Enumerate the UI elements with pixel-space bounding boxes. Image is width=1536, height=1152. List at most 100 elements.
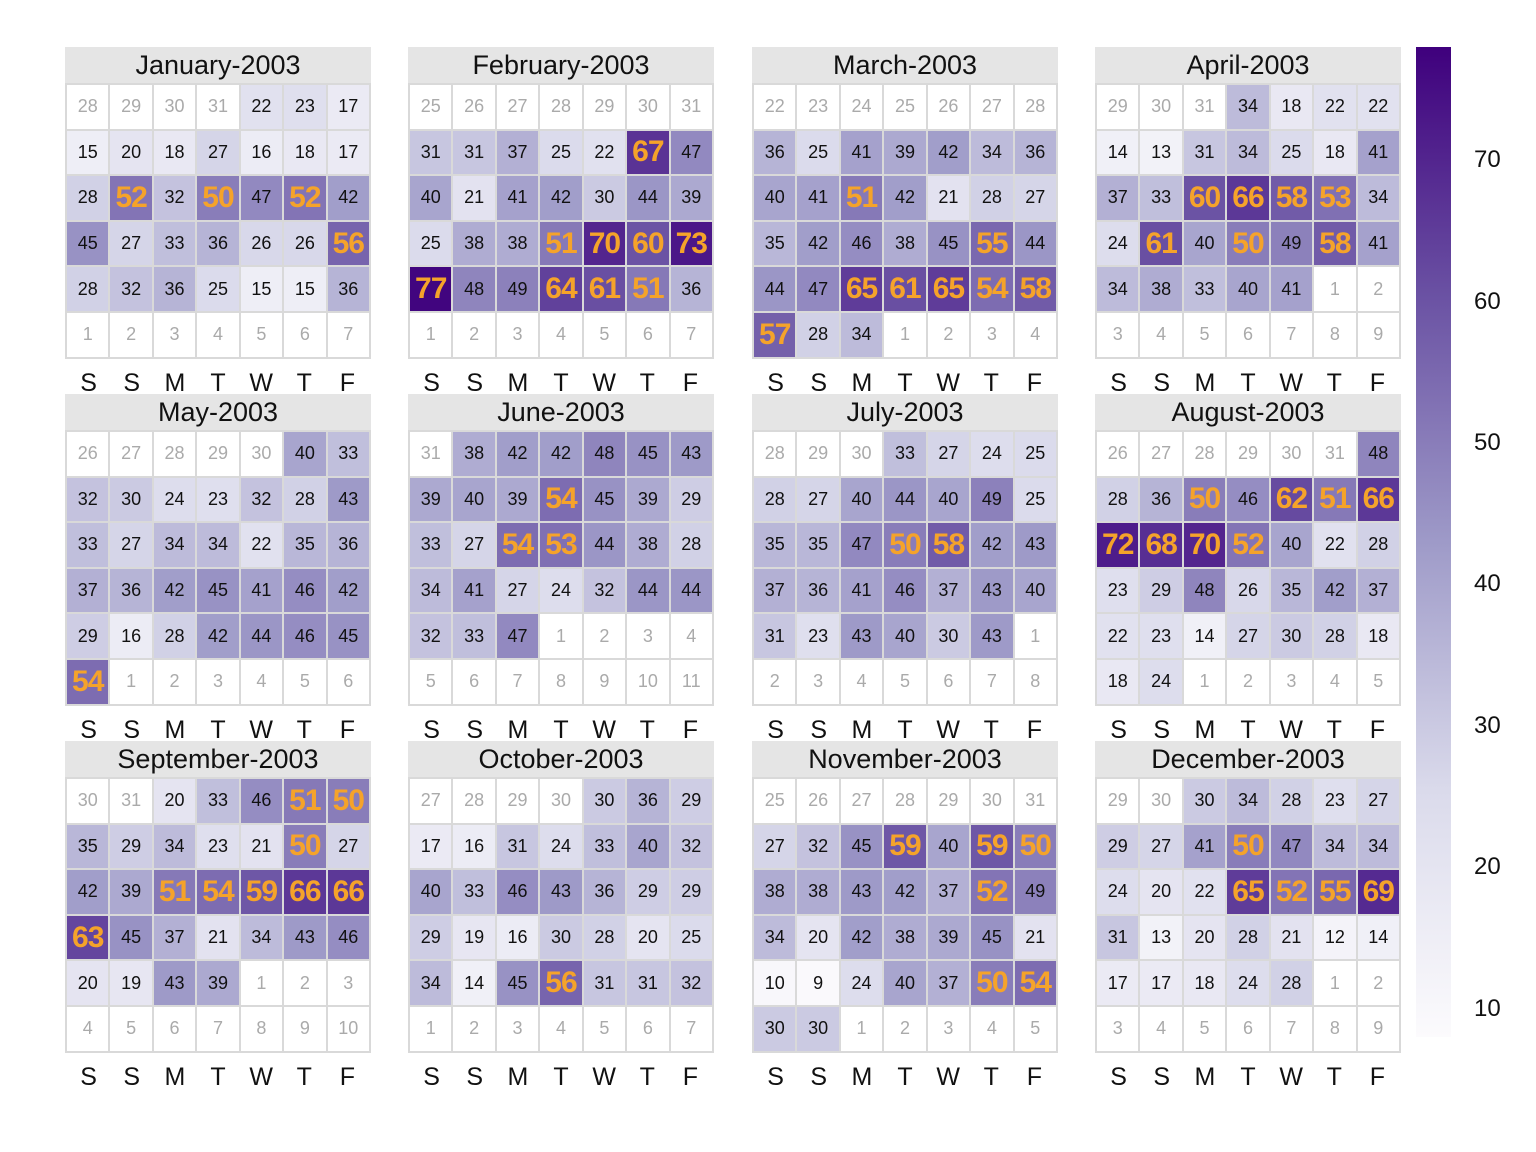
weekday-label: T (1326, 368, 1342, 397)
day-cell: 24 (1227, 961, 1269, 1005)
outside-month-cell: 10 (327, 1006, 369, 1051)
day-cell: 10 (754, 961, 796, 1005)
day-cell: 69 (1357, 870, 1399, 914)
day-cell: 32 (410, 614, 452, 658)
day-cell: 28 (153, 614, 196, 658)
day-cell: 66 (1227, 176, 1269, 220)
day-cell: 37 (927, 870, 970, 914)
day-cell: 19 (453, 915, 495, 960)
day-cell: 28 (1270, 961, 1313, 1005)
day-cell: 36 (583, 870, 626, 914)
day-cell: 34 (197, 523, 239, 567)
day-cell: 52 (971, 870, 1013, 914)
weekday-label: F (682, 1062, 699, 1091)
day-cell: 28 (67, 267, 109, 311)
outside-month-cell: 6 (627, 1006, 669, 1051)
day-cell: 38 (453, 221, 495, 266)
day-cell: 13 (1140, 915, 1182, 960)
outside-month-cell: 28 (754, 432, 796, 476)
day-cell: 28 (583, 915, 626, 960)
outside-month-cell: 4 (670, 614, 712, 658)
day-grid: 22 23 24 25 26 27 28 36 25 41 39 42 34 36 40 41 51 42 21 28… (752, 83, 1058, 359)
day-cell: 37 (1357, 568, 1399, 613)
day-cell: 28 (1314, 614, 1356, 658)
day-cell: 32 (797, 824, 839, 869)
day-cell: 32 (153, 176, 196, 220)
day-cell: 42 (927, 130, 970, 175)
day-cell: 34 (1227, 85, 1269, 129)
weekday-label: M (164, 715, 186, 744)
day-cell: 45 (110, 915, 152, 960)
day-cell: 27 (110, 523, 152, 567)
day-cell: 57 (754, 312, 796, 357)
day-grid: 25 26 27 28 29 30 31 27 32 45 59 40 59 50 38 38 43 42 37 52… (752, 777, 1058, 1053)
day-cell: 52 (1270, 870, 1313, 914)
outside-month-cell: 3 (327, 961, 369, 1005)
day-cell: 41 (240, 568, 283, 613)
day-cell: 41 (840, 568, 883, 613)
weekday-label: W (936, 715, 960, 744)
weekday-label: F (339, 1062, 356, 1091)
day-cell: 26 (1227, 568, 1269, 613)
month-panel: January-2003 28 29 30 31 22 23 17 15 20 18 27 16 18 17… (65, 47, 371, 398)
day-cell: 73 (670, 221, 712, 266)
outside-month-cell: 4 (67, 1006, 109, 1051)
day-cell: 41 (453, 568, 495, 613)
outside-month-cell: 26 (927, 85, 970, 129)
day-cell: 35 (67, 824, 109, 869)
weekday-label: F (339, 715, 356, 744)
day-cell: 38 (1140, 267, 1182, 311)
outside-month-cell: 4 (1140, 1006, 1182, 1051)
day-cell: 31 (754, 614, 796, 658)
day-cell: 51 (540, 221, 582, 266)
outside-month-cell: 7 (1270, 1006, 1313, 1051)
day-cell: 16 (110, 614, 152, 658)
day-cell: 22 (1097, 614, 1139, 658)
weekday-label: T (1240, 715, 1256, 744)
day-cell: 40 (1270, 523, 1313, 567)
day-cell: 18 (1183, 961, 1226, 1005)
weekday-label: T (897, 368, 913, 397)
day-cell: 49 (1270, 221, 1313, 266)
outside-month-cell: 5 (583, 1006, 626, 1051)
weekday-label: T (983, 368, 999, 397)
weekday-label: T (897, 715, 913, 744)
day-cell: 39 (670, 176, 712, 220)
day-cell: 64 (540, 267, 582, 311)
weekday-label: T (210, 1062, 226, 1091)
day-cell: 20 (1183, 915, 1226, 960)
weekday-label: W (936, 1062, 960, 1091)
weekday-label: M (851, 1062, 873, 1091)
day-cell: 63 (67, 915, 109, 960)
day-cell: 50 (284, 824, 326, 869)
day-cell: 14 (453, 961, 495, 1005)
weekday-label: S (423, 715, 440, 744)
outside-month-cell: 30 (1140, 85, 1182, 129)
day-cell: 48 (453, 267, 495, 311)
outside-month-cell: 30 (971, 779, 1013, 823)
weekday-label: W (249, 1062, 273, 1091)
day-cell: 29 (1140, 568, 1182, 613)
day-cell: 27 (496, 568, 539, 613)
day-cell: 28 (1357, 523, 1399, 567)
day-cell: 18 (284, 130, 326, 175)
day-cell: 55 (971, 221, 1013, 266)
day-cell: 39 (110, 870, 152, 914)
weekday-label: S (80, 1062, 97, 1091)
day-cell: 31 (1183, 130, 1226, 175)
outside-month-cell: 4 (197, 312, 239, 357)
day-cell: 27 (927, 432, 970, 476)
day-cell: 17 (327, 85, 369, 129)
weekday-label: T (296, 368, 312, 397)
day-cell: 45 (327, 614, 369, 658)
day-cell: 36 (327, 267, 369, 311)
day-cell: 18 (1097, 659, 1139, 704)
weekday-label: T (210, 715, 226, 744)
weekday-label: T (1326, 1062, 1342, 1091)
outside-month-cell: 2 (453, 312, 495, 357)
day-cell: 21 (453, 176, 495, 220)
